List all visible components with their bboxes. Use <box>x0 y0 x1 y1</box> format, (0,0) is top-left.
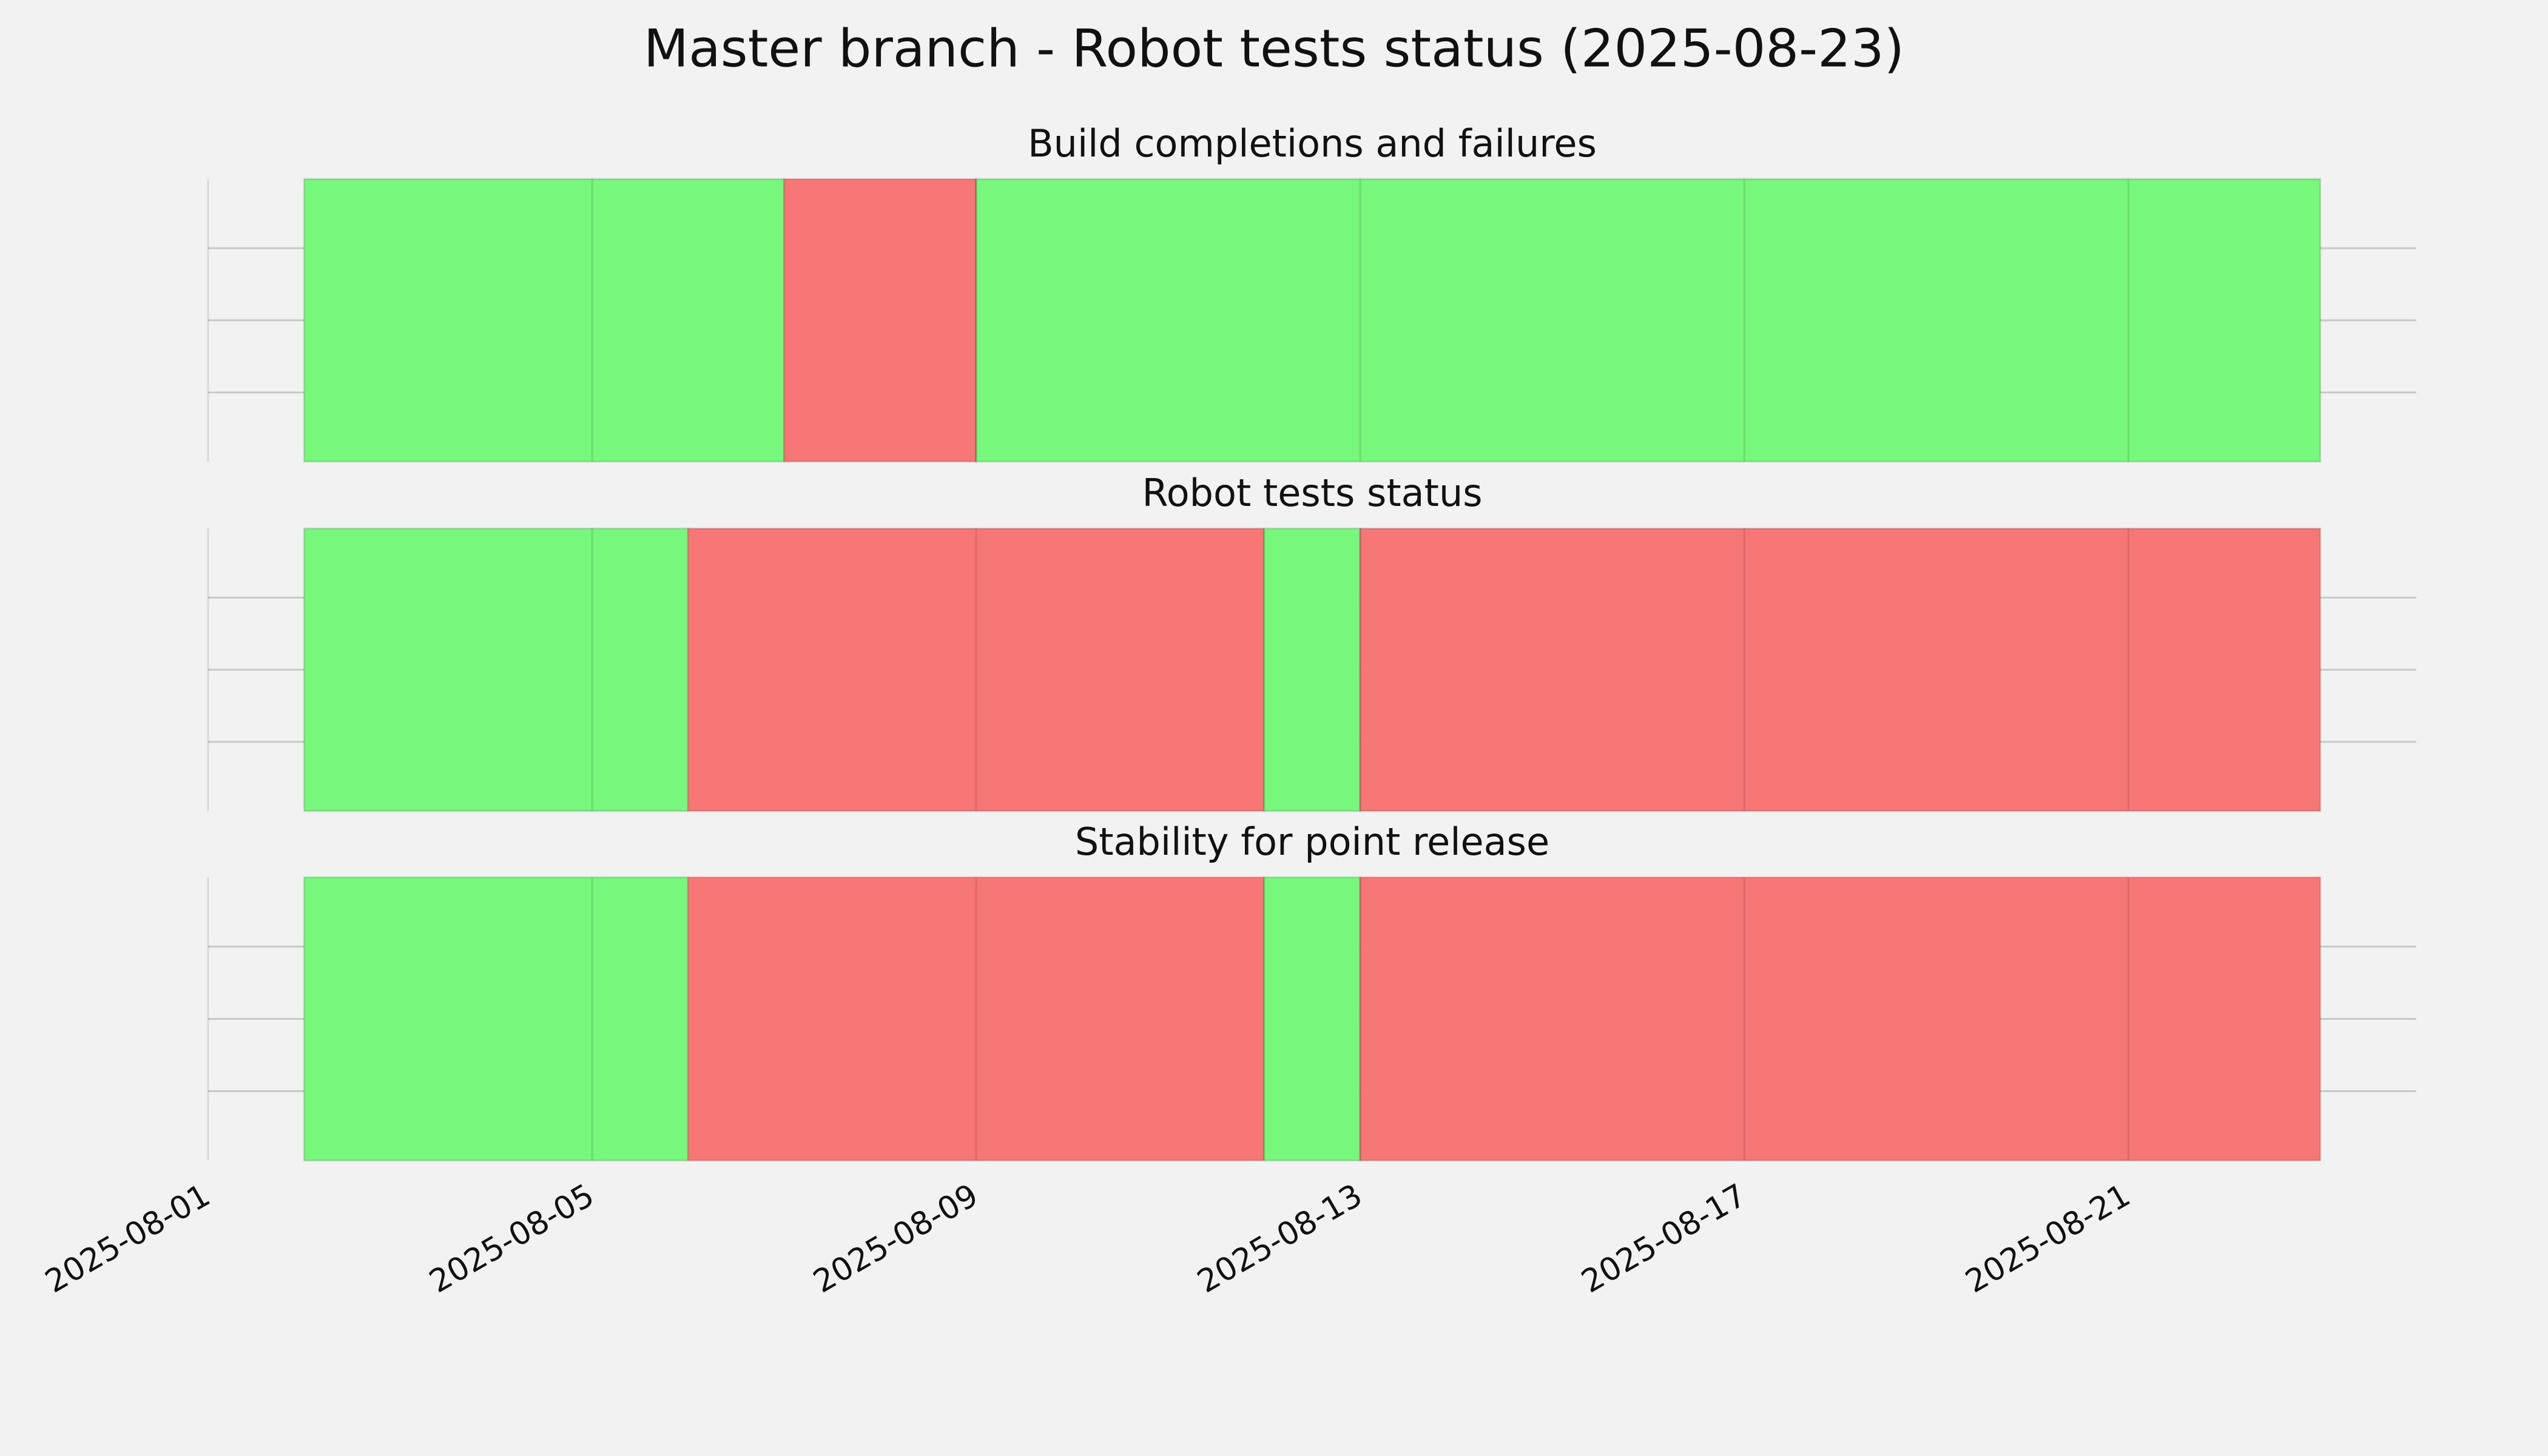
status-span <box>687 876 1266 1162</box>
status-span <box>975 178 2322 463</box>
panel-title: Robot tests status <box>1142 471 1482 515</box>
panel-title: Stability for point release <box>1075 820 1549 864</box>
panel-title: Build completions and failures <box>1028 121 1597 166</box>
status-span <box>783 178 977 463</box>
status-span <box>687 527 1266 812</box>
chart-title: Master branch - Robot tests status (2025… <box>644 18 1904 79</box>
status-span <box>1359 527 2322 812</box>
status-span <box>303 527 689 812</box>
status-span <box>1359 876 2322 1162</box>
status-span <box>1263 876 1361 1162</box>
status-span <box>1263 527 1361 812</box>
status-span <box>303 876 689 1162</box>
status-span <box>303 178 786 463</box>
